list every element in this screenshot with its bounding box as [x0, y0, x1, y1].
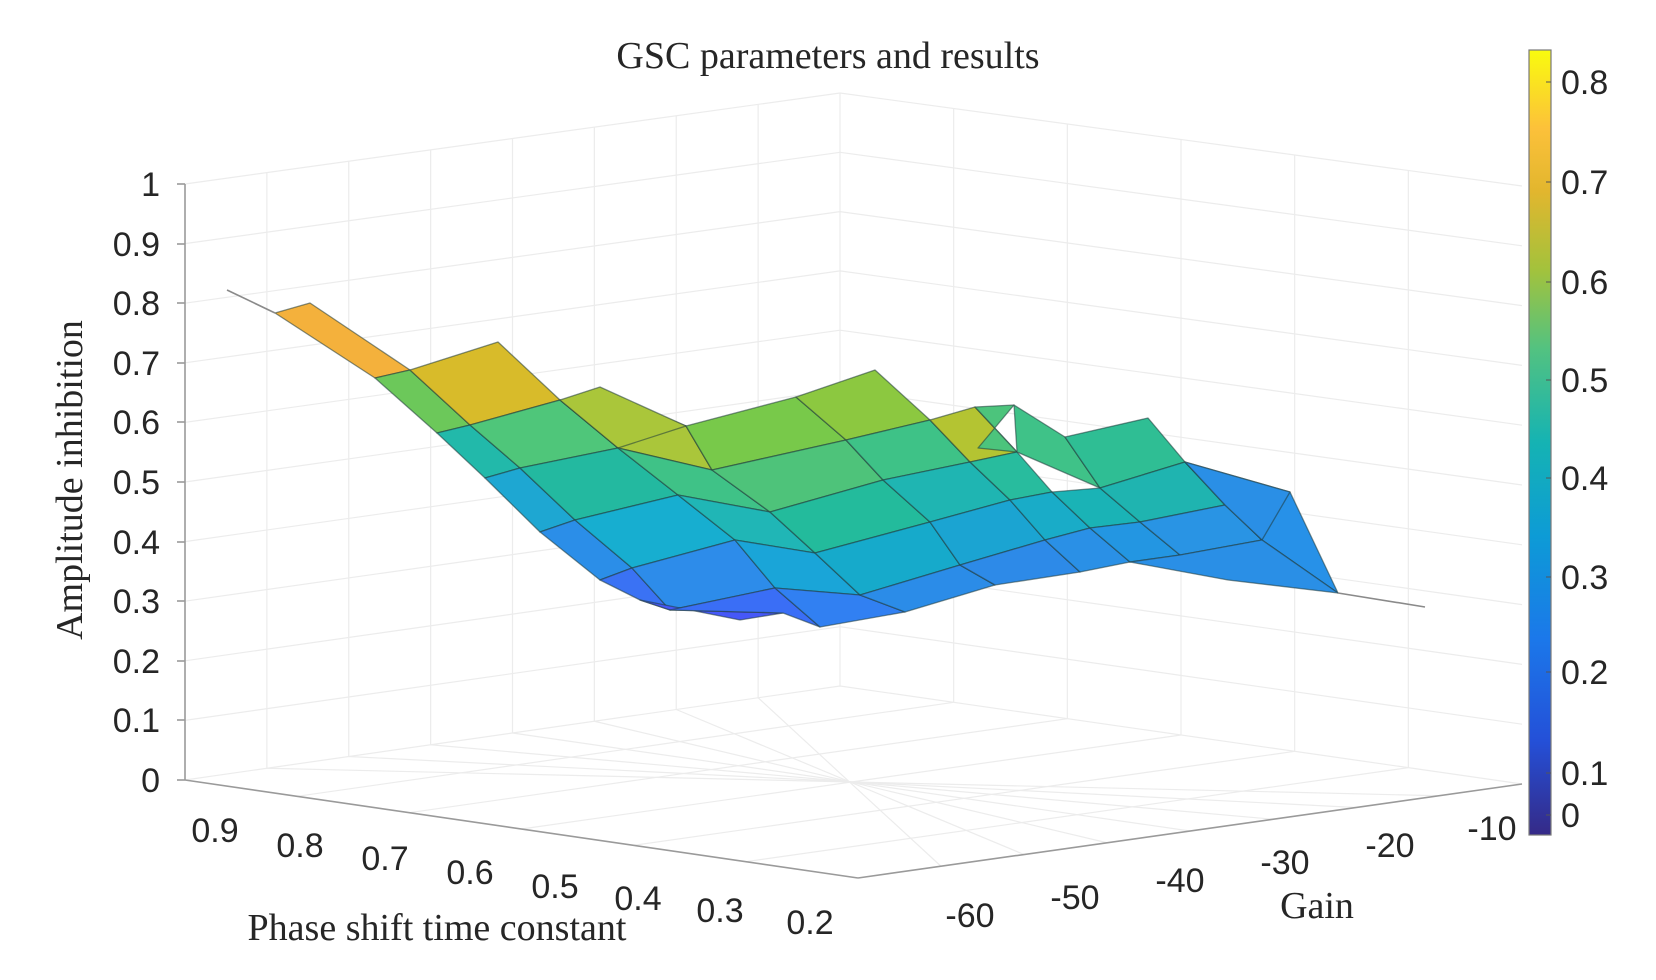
x-axis-ticks: 0.9 0.8 0.7 0.6 0.5 0.4 0.3 0.2 [191, 812, 833, 942]
colorbar: 0 0.1 0.2 0.3 0.4 0.5 0.6 0.7 0.8 [1528, 49, 1608, 836]
surface-patch [1129, 539, 1339, 594]
grid-line [184, 270, 1523, 366]
grid-line [521, 734, 1182, 830]
colorbar-tick-label: 0.1 [1561, 755, 1608, 793]
grid-line [745, 767, 1409, 863]
x-tick-label: 0.3 [696, 892, 743, 930]
y-axis-label: Gain [1280, 885, 1354, 927]
grid-line [633, 750, 1295, 846]
grid-line [184, 685, 1523, 785]
x-tick-label: 0.6 [446, 854, 493, 892]
x-tick-label: 0.4 [614, 880, 661, 918]
x-tick-label: 0.7 [361, 840, 408, 878]
z-tick-label: 0.6 [113, 404, 160, 442]
grid-line [297, 701, 954, 797]
colorbar-tick-label: 0.5 [1561, 362, 1608, 400]
surface-edge-lines [226, 289, 1426, 608]
colorbar-tick-label: 0.6 [1561, 264, 1608, 302]
z-tick-label: 0 [141, 762, 160, 800]
z-tick-label: 0.7 [113, 345, 160, 383]
y-tick-label: -50 [1050, 879, 1099, 917]
x-tick-label: 0.2 [786, 904, 833, 942]
y-tick-label: -60 [945, 897, 994, 935]
chart-title: GSC parameters and results [616, 35, 1039, 77]
colorbar-tick-label: 0 [1561, 797, 1580, 835]
surface-edge [226, 289, 276, 314]
axes-grid [184, 92, 1523, 867]
colorbar-gradient [1529, 50, 1551, 835]
x-tick-label: 0.9 [191, 812, 238, 850]
y-axis-ticks: -60 -50 -40 -30 -20 -10 [945, 810, 1516, 935]
grid-line [184, 210, 1523, 307]
surface-patch [274, 302, 411, 379]
colorbar-tick-label: 0.7 [1561, 164, 1608, 202]
colorbar-tick-label: 0.4 [1561, 460, 1608, 498]
x-tick-label: 0.5 [531, 868, 578, 906]
y-tick-label: -20 [1365, 827, 1414, 865]
z-tick-label: 0.8 [113, 285, 160, 323]
colorbar-tick-label: 0.8 [1561, 64, 1608, 102]
y-tick-label: -30 [1260, 844, 1309, 882]
colorbar-tick-label: 0.3 [1561, 559, 1608, 597]
axes-lines [177, 183, 1523, 879]
x-tick-label: 0.8 [276, 827, 323, 865]
z-tick-label: 0.9 [113, 226, 160, 264]
x-axis-line [184, 779, 859, 879]
grid-line [184, 92, 1523, 187]
grid-line [184, 151, 1523, 247]
y-tick-label: -10 [1467, 810, 1516, 848]
colorbar-tick-label: 0.2 [1561, 654, 1608, 692]
z-tick-label: 0.2 [113, 643, 160, 681]
colorbar-frame [1528, 49, 1552, 836]
z-tick-label: 0.4 [113, 524, 160, 562]
grid-line [184, 626, 1523, 725]
surface-edge [1337, 592, 1426, 608]
y-axis-line [857, 783, 1523, 879]
z-tick-label: 1 [141, 166, 160, 204]
surface-plot [274, 302, 1339, 628]
x-axis-label: Phase shift time constant [248, 907, 627, 949]
z-axis-ticks: 0 0.1 0.2 0.3 0.4 0.5 0.6 0.7 0.8 0.9 1 [113, 166, 160, 800]
z-tick-label: 0.1 [113, 702, 160, 740]
surface-patch [974, 404, 1018, 453]
z-tick-label: 0.3 [113, 583, 160, 621]
z-axis-label: Amplitude inhibition [49, 320, 91, 640]
z-tick-label: 0.5 [113, 464, 160, 502]
grid-line [409, 718, 1068, 814]
y-tick-label: -40 [1155, 862, 1204, 900]
